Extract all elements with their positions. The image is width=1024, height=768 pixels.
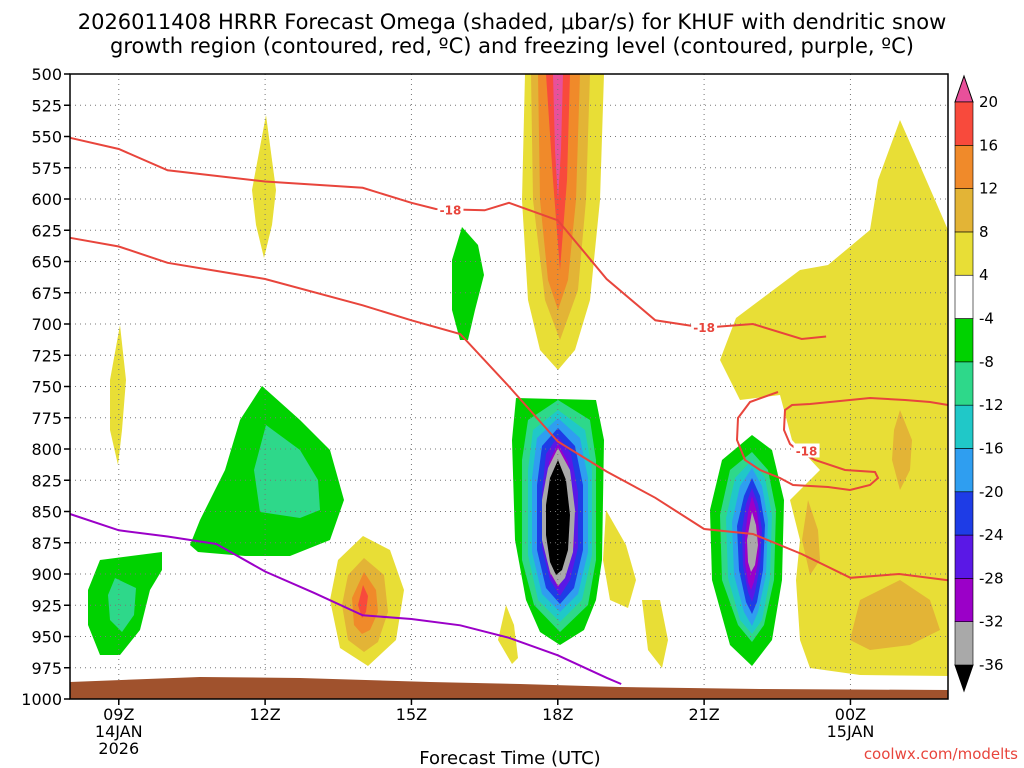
y-tick-label: 775 xyxy=(31,409,62,428)
x-tick-label: 18Z xyxy=(542,705,573,724)
omega-negative-area-09z-minus8 xyxy=(108,578,136,632)
colorbar-label: -32 xyxy=(979,613,1004,631)
y-tick-label: 550 xyxy=(31,128,62,147)
y-tick-label: 875 xyxy=(31,534,62,553)
omega-negative-core-18z-minus36 xyxy=(546,460,570,575)
colorbar-label: 12 xyxy=(979,180,998,198)
colorbar-band xyxy=(954,188,974,233)
colorbar-band xyxy=(954,621,974,666)
y-tick-label: 1000 xyxy=(21,690,62,709)
series-line-1 xyxy=(69,236,949,582)
credit-text: coolwx.com/modelts xyxy=(864,745,1018,763)
x-tick-label: 00Z xyxy=(835,705,866,724)
y-tick-label: 675 xyxy=(31,284,62,303)
x-tick-date-label: 14JAN xyxy=(95,722,143,741)
dendritic-contour-loop xyxy=(735,391,949,492)
omega-negative-area-12z-minus8 xyxy=(254,425,320,518)
x-axis-title: Forecast Time (UTC) xyxy=(419,748,600,768)
contour-label: -18 xyxy=(440,203,462,217)
colorbar-label: 8 xyxy=(979,223,989,241)
omega-positive-area-00z-8a xyxy=(892,410,912,490)
colorbar-band xyxy=(954,534,974,579)
colorbar-label: -36 xyxy=(979,656,1004,674)
gridlines xyxy=(70,73,948,700)
contour-label: -18 xyxy=(693,321,715,335)
x-tick-label: 12Z xyxy=(249,705,280,724)
contour-label-bg xyxy=(437,202,464,217)
omega-positive-cell-14z-16 xyxy=(358,585,368,618)
colorbar-band xyxy=(954,491,974,536)
colorbar-label: -16 xyxy=(979,439,1004,457)
y-tick-label: 725 xyxy=(31,346,62,365)
series-line-0 xyxy=(69,136,827,341)
x-tick-label: 21Z xyxy=(688,705,719,724)
colorbar-band xyxy=(954,145,974,189)
y-tick-label: 750 xyxy=(31,378,62,397)
omega-positive-blob-1650z xyxy=(498,605,518,664)
colorbar-label: 20 xyxy=(979,93,998,111)
y-tick-label: 900 xyxy=(31,565,62,584)
colorbar-band xyxy=(954,448,974,493)
colorbar-label: -12 xyxy=(979,396,1004,414)
series-line-2 xyxy=(69,513,622,685)
terrain xyxy=(70,677,948,699)
y-axis: 500 525 550 575 600 625 650 675 700 725 750 775 800 8… xyxy=(21,65,70,709)
omega-shading xyxy=(88,74,948,676)
colorbar-band xyxy=(954,101,974,146)
colorbar-label: 16 xyxy=(979,136,998,154)
y-tick-label: 625 xyxy=(31,221,62,240)
contour-label-bg xyxy=(691,319,718,334)
x-tick-year-label: 2026 xyxy=(98,739,139,758)
colorbar-label: -28 xyxy=(979,569,1004,587)
colorbar-band xyxy=(954,578,974,622)
y-tick-label: 500 xyxy=(31,65,62,84)
contours: -18 -18 -18 xyxy=(69,136,949,685)
colorbar: 20 16 12 8 4 -4 -8 -12 -16 -20 -24 -28 -32 -36 xyxy=(954,74,1004,693)
colorbar-label: -20 xyxy=(979,483,1004,501)
colorbar-band xyxy=(954,361,974,406)
chart-title-line2: growth region (contoured, red, ºC) and f… xyxy=(110,34,914,58)
colorbar-band xyxy=(954,274,974,319)
contour-label: -18 xyxy=(796,445,818,459)
chart-title-line1: 2026011408 HRRR Forecast Omega (shaded, … xyxy=(78,10,947,34)
x-tick-label: 15Z xyxy=(396,705,427,724)
omega-positive-blob-1945z xyxy=(642,600,668,668)
y-tick-label: 850 xyxy=(31,503,62,522)
contour-label-bg xyxy=(793,443,820,458)
colorbar-band xyxy=(954,404,974,449)
colorbar-top-triangle xyxy=(954,74,974,103)
colorbar-label: -24 xyxy=(979,526,1004,544)
omega-positive-area-00z-4 xyxy=(720,120,948,676)
plot-area: -18 -18 -18 xyxy=(69,73,949,700)
y-tick-label: 825 xyxy=(31,471,62,490)
omega-positive-blob-1930z xyxy=(603,510,636,608)
colorbar-bottom-triangle xyxy=(954,664,974,693)
y-tick-label: 575 xyxy=(31,159,62,178)
y-tick-label: 925 xyxy=(31,596,62,615)
y-tick-label: 950 xyxy=(31,628,62,647)
omega-negative-core-22z-minus32 xyxy=(747,512,758,572)
omega-negative-area-16z-minus4 xyxy=(452,227,484,340)
omega-positive-blob-12z xyxy=(252,115,276,258)
y-tick-label: 600 xyxy=(31,190,62,209)
y-tick-label: 800 xyxy=(31,440,62,459)
y-tick-label: 525 xyxy=(31,96,62,115)
x-tick-date-label: 15JAN xyxy=(827,722,875,741)
y-tick-label: 650 xyxy=(31,253,62,272)
colorbar-label: 4 xyxy=(979,266,989,284)
colorbar-label: -8 xyxy=(979,353,994,371)
omega-positive-blob-09z xyxy=(110,325,126,465)
colorbar-band xyxy=(954,318,974,363)
y-tick-label: 700 xyxy=(31,315,62,334)
omega-positive-area-00z-8b xyxy=(850,580,940,650)
colorbar-label: -4 xyxy=(979,310,994,328)
y-tick-label: 975 xyxy=(31,659,62,678)
x-tick-label: 09Z xyxy=(103,705,134,724)
colorbar-band xyxy=(954,231,974,276)
